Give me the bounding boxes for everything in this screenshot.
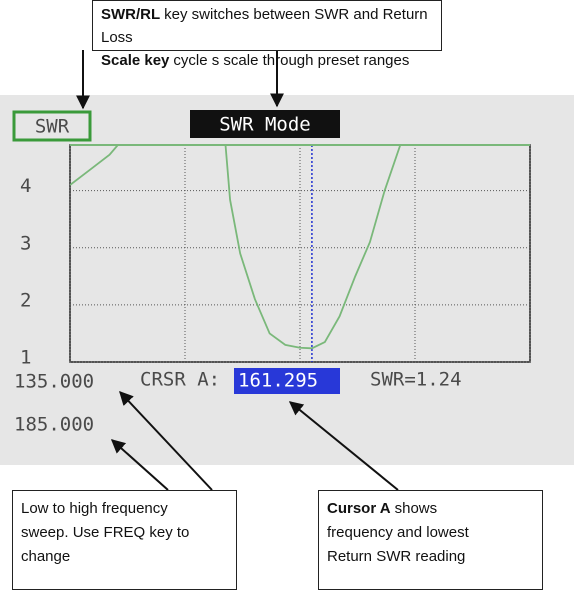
- bottom-left-callout: Low to high frequency sweep. Use FREQ ke…: [12, 490, 237, 590]
- bold-text: Cursor A: [327, 500, 391, 517]
- bold-text: Scale key: [101, 52, 170, 69]
- swr-trace: [70, 145, 402, 350]
- cursor-highlight: [234, 368, 340, 394]
- y-tick-label: 2: [20, 289, 31, 311]
- callout-line: Return SWR reading: [327, 548, 466, 565]
- mode-label: SWR: [35, 116, 70, 138]
- callout-line: Scale key cycle s scale through preset ra…: [101, 49, 433, 72]
- screen-background: [0, 95, 574, 465]
- cursor-freq: 161.295: [238, 370, 318, 392]
- y-tick-label: 4: [20, 175, 31, 197]
- y-tick-label: 1: [20, 347, 31, 369]
- cursor-reading: SWR=1.24: [370, 369, 462, 391]
- callout-line: SWR/RL key switches between SWR and Retur…: [101, 3, 433, 49]
- arrow: [110, 439, 169, 491]
- start-freq: 135.000: [14, 371, 94, 393]
- callout-line: change: [21, 548, 71, 565]
- title-box: [190, 110, 340, 138]
- arrow: [119, 390, 213, 491]
- bold-text: SWR/RL: [101, 6, 161, 23]
- stop-freq: 185.000: [14, 414, 94, 436]
- text: key switches between SWR and Return Loss: [101, 6, 428, 46]
- text: shows: [394, 500, 438, 517]
- mode-box: [12, 110, 92, 142]
- callout-line: sweep. Use FREQ key to: [21, 524, 190, 541]
- arrow: [288, 401, 399, 491]
- y-tick-label: 3: [20, 232, 31, 254]
- callout-line: frequency and lowest: [327, 524, 469, 541]
- cursor-label: CRSR A:: [140, 369, 220, 391]
- mode-title: SWR Mode: [219, 114, 311, 136]
- top-callout: SWR/RL key switches between SWR and Retur…: [92, 0, 442, 69]
- callout-line: Low to high frequency: [21, 500, 168, 517]
- text: cycle s scale through preset ranges: [173, 52, 410, 69]
